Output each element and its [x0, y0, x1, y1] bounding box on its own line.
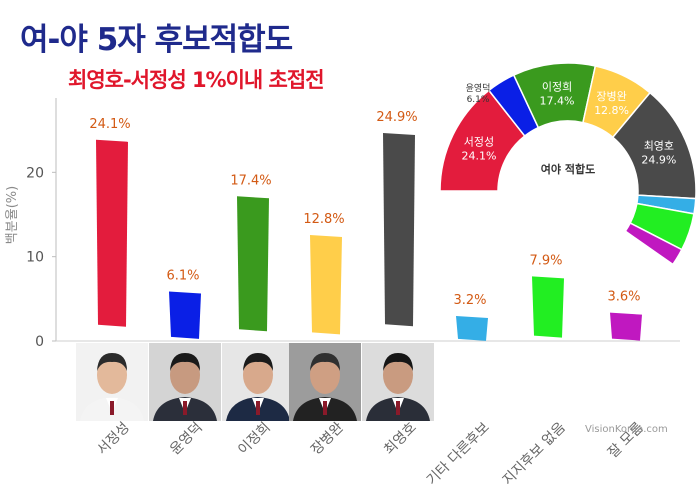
- category-label: 장병완: [308, 419, 347, 458]
- y-axis-label: 백분율(%): [5, 186, 20, 244]
- bar-2: [169, 291, 201, 339]
- donut-slice-value: 12.8%: [594, 104, 629, 117]
- bar-3: [237, 196, 269, 332]
- category-label: 윤영덕: [167, 420, 206, 459]
- category-label: 지지후보 없음: [500, 419, 569, 488]
- watermark: VisionKorea.com: [585, 424, 668, 435]
- donut-slice-name: 최영호: [644, 140, 674, 153]
- y-tick-label: 10: [26, 250, 44, 266]
- donut-slice-value: 6.1%: [467, 95, 490, 105]
- donut-slice-8: [624, 222, 683, 266]
- bar-value-label: 17.4%: [230, 173, 271, 188]
- chart-title: 여-야 5자 후보적합도: [20, 22, 293, 58]
- y-tick-label: 20: [26, 165, 44, 181]
- bar-6: [456, 316, 488, 341]
- donut-slice-value: 24.9%: [641, 154, 676, 167]
- bar-4: [310, 235, 342, 335]
- donut-slice-name: 윤영덕: [466, 83, 491, 94]
- bar-7: [532, 276, 564, 338]
- bar-value-label: 3.6%: [607, 290, 640, 305]
- bar-5: [383, 133, 415, 327]
- bar-value-label: 24.1%: [89, 117, 130, 132]
- bar-1: [96, 139, 128, 327]
- candidate-photo: [222, 343, 294, 421]
- bar-value-label: 7.9%: [529, 253, 562, 268]
- candidate-photo: [76, 343, 148, 421]
- donut-slice-name: 이정희: [542, 81, 572, 94]
- bar-value-label: 12.8%: [303, 212, 344, 227]
- y-tick-label: 0: [35, 334, 44, 350]
- category-label: 기타 다른후보: [424, 419, 493, 488]
- chart-subtitle: 최영호-서정성 1%이내 초접전: [68, 68, 325, 92]
- candidate-photo: [149, 343, 221, 421]
- category-label: 서정성: [94, 420, 133, 459]
- bar-value-label: 6.1%: [166, 269, 199, 284]
- candidate-photo: [362, 343, 434, 421]
- donut-slice-name: 서정성: [464, 136, 494, 149]
- bar-8: [610, 312, 642, 341]
- donut-center-label: 여야 적합도: [541, 162, 595, 176]
- donut-slice-name: 장병완: [596, 90, 626, 103]
- donut-slice-value: 24.1%: [461, 150, 496, 163]
- category-label: 최영호: [381, 419, 420, 458]
- bar-value-label: 3.2%: [453, 293, 486, 308]
- candidate-photo: [289, 343, 361, 421]
- bar-value-label: 24.9%: [376, 110, 417, 125]
- donut-slice-value: 17.4%: [540, 95, 575, 108]
- category-label: 이정희: [235, 420, 274, 459]
